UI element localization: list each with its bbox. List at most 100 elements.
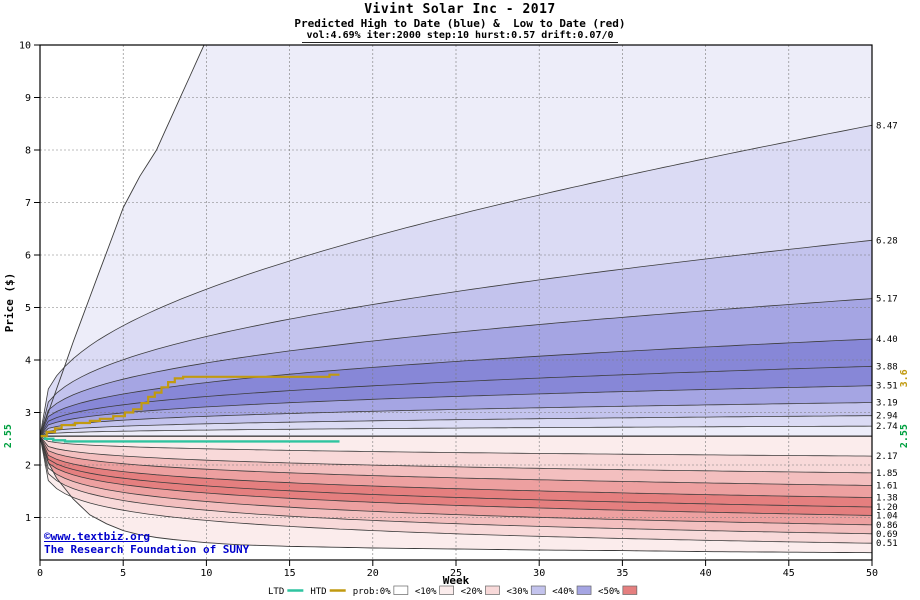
y-tick-label: 8	[25, 146, 31, 157]
right-axis-label: 3.51	[876, 382, 898, 392]
y-tick-label: 4	[25, 356, 31, 367]
min-envelope-curve	[40, 435, 872, 554]
boundary-curve-high	[40, 239, 872, 437]
prob-band-low	[40, 436, 872, 534]
x-tick-label: 20	[367, 568, 379, 579]
gridlines	[40, 45, 872, 560]
legend-item-label: <40%	[552, 587, 574, 597]
right-axis-label: 2.17	[876, 452, 898, 462]
right-axis-label: 5.17	[876, 295, 898, 305]
y-tick-label: 9	[25, 93, 31, 104]
right-axis-label: 0.86	[876, 521, 898, 531]
y-axis-title: Price ($)	[3, 273, 16, 333]
prob-band-high	[40, 240, 872, 437]
legend-box-swatch	[485, 585, 500, 595]
x-tick-label: 10	[200, 568, 212, 579]
legend-box-swatch	[530, 585, 546, 595]
htd-final-label: 3.6	[899, 369, 910, 387]
legend-item-label: prob:0%	[353, 587, 392, 597]
boundary-curve-high	[40, 402, 872, 437]
y-tick-label: 10	[19, 41, 31, 52]
prob-band-low	[40, 436, 872, 486]
legend-item-label: <20%	[461, 587, 483, 597]
prob-band-high	[40, 366, 872, 437]
right-axis-label: 3.88	[876, 362, 898, 372]
boundary-curve-low	[40, 436, 872, 544]
boundary-curve-low	[40, 435, 872, 474]
x-tick-label: 5	[120, 568, 126, 579]
right-axis-label: 3.19	[876, 399, 898, 409]
prob-band-low	[40, 436, 872, 525]
right-axis-label: 4.40	[876, 335, 898, 345]
legend-box-swatch	[439, 585, 454, 595]
prob-band-low	[40, 436, 872, 507]
boundary-curve-high	[40, 124, 872, 437]
legend-item-label: <50%	[598, 587, 620, 597]
prob-band-low	[40, 436, 872, 544]
boundary-curve-high	[40, 365, 872, 437]
watermark-link[interactable]: ©www.textbiz.org	[44, 530, 150, 543]
legend-box-swatch	[576, 585, 592, 595]
chart-params: vol:4.69% iter:2000 step:10 hurst:0.57 d…	[302, 30, 618, 43]
right-axis-label: 1.61	[876, 481, 898, 491]
x-tick-label: 35	[616, 568, 628, 579]
prob-band-high	[40, 125, 872, 437]
x-tick-label: 50	[866, 568, 878, 579]
right-axis-label: 1.85	[876, 469, 898, 479]
boundary-curve-low	[40, 435, 872, 498]
boundary-curve-high	[40, 385, 872, 437]
right-axis-label: 1.04	[876, 511, 898, 521]
boundary-curves	[40, 45, 872, 554]
y-tick-label: 3	[25, 408, 31, 419]
right-axis-label: 1.38	[876, 494, 898, 504]
boundary-curve-low	[40, 436, 872, 535]
x-tick-label: 0	[37, 568, 43, 579]
prob-band-high	[40, 45, 872, 437]
start-price-label: 2.55	[3, 424, 14, 448]
x-tick-label: 30	[533, 568, 545, 579]
prob-band-high	[40, 426, 872, 437]
right-axis-label: 0.51	[876, 539, 898, 549]
right-axis-label: 6.28	[876, 236, 898, 246]
boundary-curve-low	[40, 435, 872, 486]
right-axis-label: 8.47	[876, 121, 898, 131]
watermark-text: The Research Foundation of SUNY	[44, 543, 250, 556]
legend-item-label: <30%	[506, 587, 528, 597]
probability-bands	[40, 45, 872, 553]
right-axis-label: 1.20	[876, 503, 898, 513]
max-envelope-curve	[40, 45, 205, 437]
boundary-curve-low	[40, 435, 872, 516]
boundary-curve-low	[40, 435, 872, 457]
x-tick-label: 45	[783, 568, 795, 579]
boundary-curve-high	[40, 338, 872, 437]
prob-band-high	[40, 402, 872, 437]
legend-item-label: <10%	[415, 587, 437, 597]
ltd-final-label: 2.55	[899, 424, 910, 448]
boundary-curve-low	[40, 435, 872, 526]
x-axis-title: Week	[443, 574, 470, 587]
chart-subtitle: Predicted High to Date (blue) & Low to D…	[294, 17, 626, 30]
htd-line	[40, 373, 340, 438]
y-tick-label: 2	[25, 461, 31, 472]
right-axis-label: 2.94	[876, 412, 898, 422]
y-tick-label: 5	[25, 303, 31, 314]
right-axis-label: 2.74	[876, 422, 898, 432]
boundary-curve-low	[40, 435, 872, 508]
boundary-curve-high	[40, 425, 872, 437]
chart-params-row: vol:4.69% iter:2000 step:10 hurst:0.57 d…	[0, 30, 920, 43]
legend-box-swatch	[393, 585, 409, 595]
prob-band-high	[40, 298, 872, 437]
legend-item-label: HTD	[310, 587, 326, 597]
legend-item-label: LTD	[268, 587, 284, 597]
prob-band-high	[40, 385, 872, 437]
chart-title: Vivint Solar Inc - 2017	[364, 2, 556, 17]
boundary-curve-high	[40, 298, 872, 437]
boundary-curve-high	[40, 415, 872, 437]
right-axis-label: 0.69	[876, 530, 898, 540]
prob-band-high	[40, 339, 872, 437]
y-tick-label: 1	[25, 513, 31, 524]
y-tick-label: 7	[25, 198, 31, 209]
